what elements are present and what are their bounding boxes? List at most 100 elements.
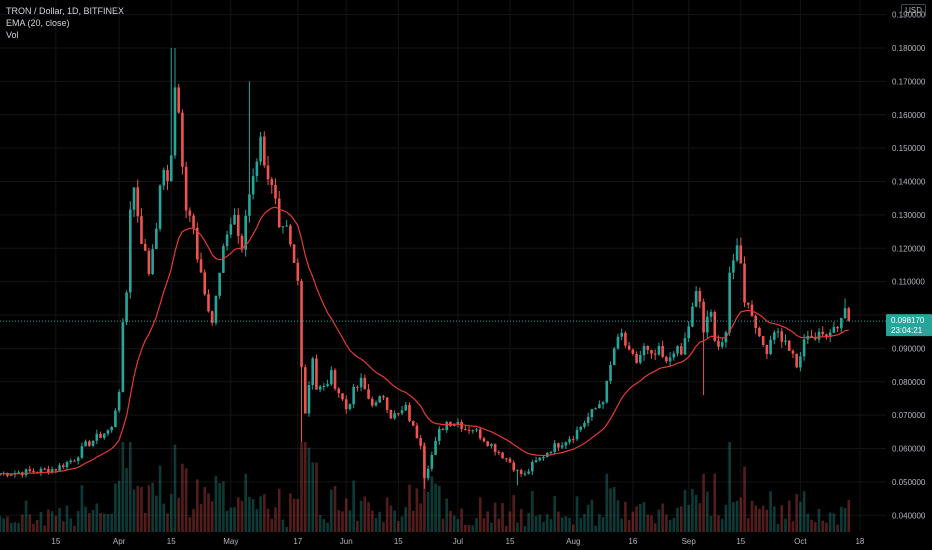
volume-bar bbox=[434, 483, 437, 532]
candle-body bbox=[65, 462, 69, 468]
volume-bar bbox=[661, 503, 664, 532]
volume-bars bbox=[0, 442, 851, 532]
volume-bar bbox=[158, 465, 162, 532]
volume-bar bbox=[378, 511, 382, 532]
candle-body bbox=[9, 474, 13, 476]
candle-body bbox=[61, 465, 65, 468]
volume-bar bbox=[251, 499, 255, 532]
candle-body bbox=[203, 272, 207, 295]
volume-bar bbox=[47, 509, 50, 532]
candle-body bbox=[773, 332, 776, 340]
candle-body bbox=[527, 471, 530, 474]
candle-body bbox=[728, 272, 731, 333]
candle-body bbox=[73, 460, 76, 462]
candle-body bbox=[363, 377, 367, 390]
candle-body bbox=[289, 225, 292, 245]
candle-body bbox=[393, 413, 396, 419]
volume-bar bbox=[531, 491, 534, 532]
volume-bar bbox=[497, 518, 501, 532]
volume-bar bbox=[605, 473, 609, 532]
volume-bar bbox=[430, 476, 434, 532]
candlesticks bbox=[0, 48, 851, 489]
volume-bar bbox=[475, 518, 478, 532]
time-tick-label: Sep bbox=[682, 537, 697, 546]
time-tick-label: 15 bbox=[51, 537, 60, 546]
candle-body bbox=[173, 87, 177, 156]
price-axis[interactable]: 0.190000 0.180000 0.170000 0.160000 0.150000… bbox=[892, 11, 926, 521]
candle-body bbox=[162, 169, 166, 186]
candle-body bbox=[490, 444, 493, 447]
currency-button[interactable]: USD bbox=[901, 4, 926, 17]
volume-bar bbox=[155, 495, 158, 532]
volume-bar bbox=[348, 510, 352, 532]
time-tick-label: 18 bbox=[855, 537, 864, 546]
volume-bar bbox=[192, 509, 195, 532]
ema-indicator-label[interactable]: EMA (20, close) bbox=[6, 18, 70, 28]
price-tick-label: 0.180000 bbox=[892, 44, 926, 53]
candle-body bbox=[140, 216, 143, 244]
candle-body bbox=[676, 346, 679, 354]
candle-body bbox=[47, 469, 50, 473]
price-tick-label: 0.130000 bbox=[892, 211, 926, 220]
volume-bar bbox=[341, 511, 344, 532]
candle-body bbox=[397, 413, 400, 415]
volume-bar bbox=[356, 520, 359, 532]
volume-indicator-label[interactable]: Vol bbox=[6, 30, 19, 40]
volume-bar bbox=[240, 500, 244, 532]
candle-body bbox=[672, 353, 676, 358]
volume-bar bbox=[125, 468, 128, 532]
volume-bar bbox=[88, 513, 91, 532]
volume-bar bbox=[691, 489, 694, 532]
candle-body bbox=[270, 179, 274, 186]
candle-body bbox=[560, 445, 564, 448]
candle-body bbox=[125, 292, 128, 323]
volume-bar bbox=[624, 501, 627, 532]
volume-bar bbox=[732, 502, 735, 532]
candle-body bbox=[136, 187, 140, 217]
candle-body bbox=[702, 301, 705, 333]
candle-body bbox=[430, 454, 434, 469]
candle-body bbox=[840, 318, 843, 329]
candle-body bbox=[542, 457, 545, 459]
volume-bar bbox=[95, 503, 99, 532]
candle-body bbox=[575, 429, 579, 440]
symbol-title[interactable]: TRON / Dollar, 1D, BITFINEX bbox=[6, 6, 125, 16]
candle-body bbox=[307, 384, 311, 414]
candle-body bbox=[657, 345, 661, 355]
candle-body bbox=[590, 409, 594, 418]
volume-bar bbox=[300, 442, 303, 532]
volume-bar bbox=[199, 503, 203, 532]
volume-bar bbox=[210, 501, 214, 532]
volume-bar bbox=[28, 514, 32, 532]
candle-body bbox=[646, 345, 650, 351]
time-tick-label: 15 bbox=[167, 537, 176, 546]
candle-body bbox=[564, 442, 568, 446]
candle-body bbox=[300, 280, 303, 368]
candle-body bbox=[512, 462, 516, 471]
candle-body bbox=[102, 433, 106, 438]
candle-body bbox=[482, 438, 486, 442]
time-axis[interactable]: 15 Apr 15 May 17 Jun 15 Jul 15 Aug 16 Sep 15 Oct 18 bbox=[51, 537, 865, 546]
candle-body bbox=[653, 353, 657, 355]
candle-body bbox=[274, 185, 277, 199]
volume-bar bbox=[571, 524, 575, 532]
volume-bar bbox=[728, 442, 731, 532]
volume-bar bbox=[523, 526, 527, 532]
time-tick-label: 16 bbox=[628, 537, 637, 546]
volume-bar bbox=[598, 514, 601, 532]
candle-body bbox=[382, 396, 385, 398]
last-price-tag: 0.098170 23:04:21 bbox=[886, 314, 932, 337]
volume-bar bbox=[285, 527, 288, 532]
volume-bar bbox=[296, 499, 300, 532]
volume-bar bbox=[318, 514, 322, 532]
candle-body bbox=[315, 358, 318, 390]
volume-bar bbox=[769, 491, 772, 532]
candle-body bbox=[419, 438, 422, 446]
candle-body bbox=[735, 245, 739, 261]
volume-bar bbox=[374, 518, 378, 532]
candle-body bbox=[739, 245, 743, 264]
volume-bar bbox=[143, 513, 147, 532]
volume-bar bbox=[352, 480, 355, 532]
volume-bar bbox=[799, 501, 802, 532]
